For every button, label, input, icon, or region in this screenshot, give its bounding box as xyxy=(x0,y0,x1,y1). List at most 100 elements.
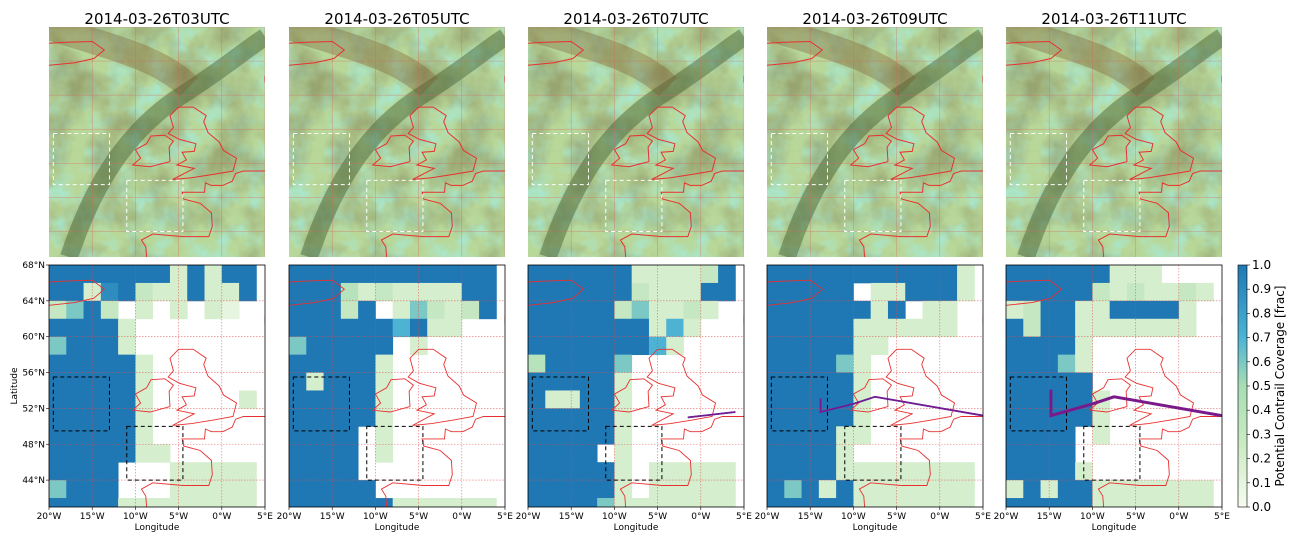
x-axis-label: Longitude xyxy=(1092,523,1137,533)
coverage-cell xyxy=(784,354,802,373)
coverage-cell xyxy=(118,318,136,338)
coverage-cell xyxy=(718,462,736,481)
coverage-cell xyxy=(1057,462,1076,481)
coverage-cell xyxy=(1196,498,1214,507)
coverage-cell xyxy=(135,498,154,507)
coverage-cell xyxy=(49,372,67,391)
coverage-cell xyxy=(631,282,650,302)
coverage-cell xyxy=(562,390,581,409)
coverage-cell xyxy=(1023,498,1041,507)
coverage-cell xyxy=(1006,390,1024,409)
region-box xyxy=(1083,425,1141,481)
coverage-cell xyxy=(905,265,923,284)
coverage-cell xyxy=(614,390,633,409)
coverage-cell xyxy=(152,498,171,507)
coverage-cell xyxy=(66,282,84,302)
coverage-cell xyxy=(1006,498,1024,507)
coverage-cell xyxy=(100,282,119,302)
coverage-cell xyxy=(289,408,307,427)
coverage-cell xyxy=(853,498,872,507)
coastline xyxy=(371,378,415,413)
flight-track xyxy=(687,411,736,419)
coverage-cell xyxy=(905,462,923,481)
coverage-cell xyxy=(323,444,342,463)
coverage-cell xyxy=(666,498,684,507)
coverage-cell xyxy=(718,265,736,284)
y-tick-label: 56°N xyxy=(22,369,45,379)
coverage-cell xyxy=(545,318,563,338)
coverage-cell xyxy=(1006,408,1024,427)
coverage-cell xyxy=(1023,265,1041,284)
coverage-cell xyxy=(323,426,342,445)
coverage-cell xyxy=(49,300,67,320)
region-box xyxy=(366,425,424,481)
coverage-cell xyxy=(221,498,240,507)
coverage-cell xyxy=(289,426,307,445)
coverage-cell xyxy=(1006,318,1024,338)
coverage-cell xyxy=(1023,300,1041,320)
coverage-cell xyxy=(614,372,633,391)
coverage-cell xyxy=(1092,282,1111,302)
coverage-cell xyxy=(1092,426,1111,445)
colorbar: 0.0 0.1 0.2 0.3 0.4 0.5 0.6 0.7 0.8 0.9 1.0Potenti… xyxy=(1237,258,1287,514)
coverage-cell xyxy=(392,282,411,302)
coverage-cell xyxy=(784,336,802,356)
coverage-cell xyxy=(648,318,667,338)
x-axis-label: Longitude xyxy=(853,523,898,533)
coverage-cell xyxy=(579,265,598,284)
coastline xyxy=(619,416,744,507)
region-box xyxy=(292,376,350,432)
coverage-cell xyxy=(1057,336,1076,356)
x-tick-label: 10°W xyxy=(602,512,627,522)
coverage-cell xyxy=(700,265,719,284)
coverage-cell xyxy=(648,462,667,481)
coverage-cell xyxy=(427,282,445,302)
coastline xyxy=(1124,348,1195,426)
coverage-cell xyxy=(836,336,854,356)
coverage-cell xyxy=(1075,498,1093,507)
coverage-cell xyxy=(461,498,480,507)
coverage-cell xyxy=(528,318,546,338)
coverage-cell xyxy=(528,462,546,481)
coverage-cell xyxy=(631,318,650,338)
coverage-cell xyxy=(836,498,854,507)
coverage-cell xyxy=(135,444,154,463)
coverage-cell xyxy=(289,282,307,302)
coverage-cell xyxy=(375,336,394,356)
coverage-cell xyxy=(118,265,136,284)
coverage-cell xyxy=(853,462,872,481)
coverage-cell xyxy=(562,318,581,338)
coverage-cell xyxy=(49,354,67,373)
x-tick-label: 20°W xyxy=(277,512,302,522)
coverage-cell xyxy=(49,318,67,338)
coverage-cell xyxy=(444,282,463,302)
coverage-cell xyxy=(579,318,598,338)
coverage-cell xyxy=(767,336,785,356)
coverage-cell xyxy=(1144,498,1162,507)
colorbar-tick-label: 0.3 xyxy=(1252,427,1271,441)
coverage-cell xyxy=(1023,462,1041,481)
satellite-image xyxy=(767,27,983,257)
coverage-cell xyxy=(1023,480,1041,499)
coverage-cell xyxy=(306,390,324,409)
coverage-cell xyxy=(66,300,84,320)
coverage-cell xyxy=(49,336,67,356)
coverage-cell xyxy=(718,498,736,507)
coverage-cell xyxy=(135,354,154,373)
coverage-cell xyxy=(597,498,615,507)
coverage-cell xyxy=(49,390,67,409)
coverage-cell xyxy=(1006,444,1024,463)
coverage-cell xyxy=(392,318,411,338)
coverage-cell xyxy=(579,372,598,391)
coverage-cell xyxy=(1178,300,1197,320)
coverage-cell xyxy=(375,390,394,409)
coverage-cell xyxy=(49,408,67,427)
coverage-cell xyxy=(1006,265,1024,284)
coverage-cell xyxy=(818,372,837,391)
coastline xyxy=(289,279,346,306)
coverage-cell xyxy=(375,354,394,373)
coverage-cell xyxy=(922,462,941,481)
coverage-cell xyxy=(597,372,615,391)
colorbar-tick-label: 0.0 xyxy=(1252,500,1271,514)
coverage-cell xyxy=(1144,265,1162,284)
